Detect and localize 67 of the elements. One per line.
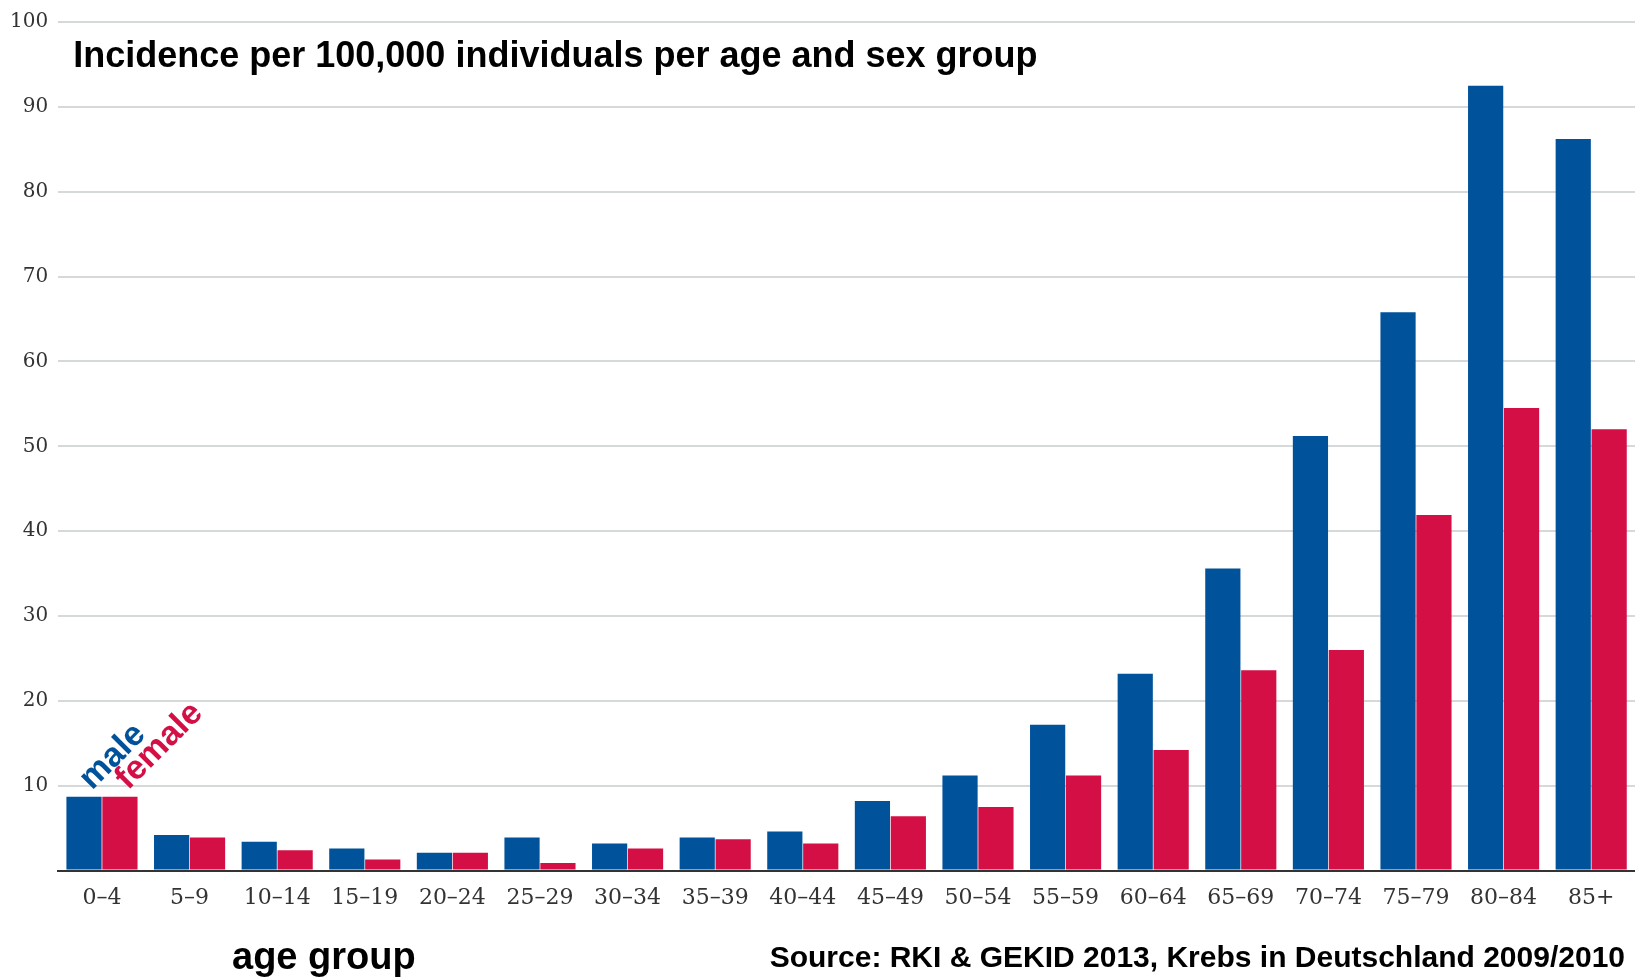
bar bbox=[942, 775, 978, 870]
bar bbox=[241, 841, 277, 870]
x-axis-title: age group bbox=[232, 935, 416, 977]
x-tick-label: 25–29 bbox=[506, 883, 574, 909]
bar bbox=[189, 837, 226, 870]
bar bbox=[978, 806, 1014, 870]
x-tick-label: 80–84 bbox=[1470, 883, 1538, 909]
x-tick-label: 0–4 bbox=[82, 883, 122, 909]
bar bbox=[504, 837, 540, 870]
x-tick-label: 45–49 bbox=[856, 883, 924, 909]
y-tick-label: 60 bbox=[22, 347, 49, 372]
bar bbox=[679, 837, 715, 870]
x-tick-label: 20–24 bbox=[418, 883, 486, 909]
x-tick-label: 30–34 bbox=[594, 883, 662, 909]
y-tick-label: 90 bbox=[22, 93, 49, 118]
bar bbox=[1030, 724, 1066, 870]
x-tick-label: 40–44 bbox=[769, 883, 837, 909]
bar bbox=[1241, 670, 1277, 870]
bar bbox=[1205, 568, 1241, 870]
bar bbox=[767, 831, 803, 870]
x-tick-label: 50–54 bbox=[944, 883, 1012, 909]
bar bbox=[277, 850, 313, 870]
bar bbox=[365, 859, 401, 870]
bar bbox=[102, 796, 138, 870]
bar bbox=[1591, 429, 1627, 870]
x-tick-label: 55–59 bbox=[1032, 883, 1100, 909]
bar bbox=[1555, 139, 1591, 870]
bar bbox=[1153, 750, 1189, 870]
bar bbox=[1503, 408, 1540, 870]
x-tick-label: 70–74 bbox=[1294, 883, 1362, 909]
x-tick-label: 35–39 bbox=[681, 883, 749, 909]
y-tick-label: 80 bbox=[22, 177, 49, 202]
y-tick-label: 30 bbox=[22, 602, 49, 627]
bar bbox=[540, 862, 576, 870]
bar bbox=[592, 843, 628, 870]
bar bbox=[1292, 436, 1329, 870]
x-tick-label: 85+ bbox=[1567, 883, 1615, 909]
bar bbox=[803, 843, 839, 870]
bar bbox=[715, 839, 751, 870]
bar bbox=[1328, 649, 1364, 870]
bar bbox=[416, 852, 453, 870]
x-tick-label: 60–64 bbox=[1119, 883, 1187, 909]
y-tick-label: 40 bbox=[22, 517, 49, 542]
chart-title: Incidence per 100,000 individuals per age and sex group bbox=[73, 34, 1038, 75]
bar bbox=[329, 848, 365, 870]
bar bbox=[1117, 673, 1153, 870]
x-tick-label: 65–69 bbox=[1207, 883, 1275, 909]
x-tick-label: 75–79 bbox=[1382, 883, 1450, 909]
y-tick-label: 100 bbox=[9, 8, 49, 33]
x-tick-label: 5–9 bbox=[170, 883, 210, 909]
bar bbox=[627, 848, 664, 870]
bar bbox=[154, 834, 190, 870]
bar bbox=[1468, 85, 1504, 870]
y-tick-label: 10 bbox=[22, 771, 49, 796]
bar bbox=[854, 801, 891, 870]
x-tick-label: 15–19 bbox=[331, 883, 399, 909]
x-tick-label: 10–14 bbox=[243, 883, 311, 909]
bar bbox=[890, 816, 926, 870]
y-tick-label: 20 bbox=[22, 687, 49, 712]
bar bbox=[1380, 312, 1416, 870]
bar bbox=[66, 796, 102, 870]
source-note: Source: RKI & GEKID 2013, Krebs in Deutschland 2009/2010 bbox=[769, 940, 1625, 973]
bar bbox=[1065, 775, 1102, 870]
bar bbox=[452, 852, 488, 870]
y-tick-label: 50 bbox=[22, 432, 49, 457]
bar bbox=[1416, 515, 1452, 870]
y-tick-label: 70 bbox=[22, 262, 49, 287]
